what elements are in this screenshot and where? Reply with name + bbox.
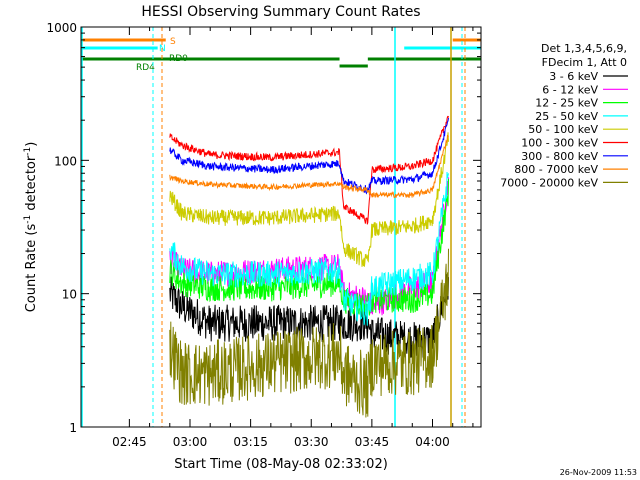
y-tick-label: 100 (54, 154, 77, 168)
flag-label-s: S (170, 37, 176, 47)
chart-title: HESSI Observing Summary Count Rates (141, 4, 420, 20)
x-tick-label: 03:45 (355, 435, 390, 449)
timestamp: 26-Nov-2009 11:53 (560, 468, 637, 477)
series-line-6 (169, 115, 449, 225)
flag-label-rd0: RD0 (169, 54, 188, 64)
y-label-part: detector (24, 155, 39, 215)
y-label-part: Count Rate (s (24, 224, 39, 313)
legend-label: 12 - 25 keV (535, 97, 598, 110)
y-tick-label: 1 (69, 421, 77, 435)
series-layer (169, 115, 449, 418)
legend-label: 50 - 100 keV (528, 123, 598, 136)
series-line-5 (169, 132, 449, 267)
y-tick-label: 10 (62, 288, 77, 302)
flag-label-rd4: RD4 (136, 63, 155, 73)
plot-frame (80, 26, 482, 428)
x-tick-label: 02:45 (112, 435, 147, 449)
y-tick-label: 1000 (46, 21, 77, 35)
flag-bars: SNRD0RD4 (81, 37, 481, 73)
series-line-7 (169, 117, 449, 195)
legend-label: 300 - 800 keV (521, 150, 598, 163)
y-axis-label: Count Rate (s-1 detector-1) (23, 142, 39, 313)
x-tick-label: 03:30 (294, 435, 329, 449)
legend-header-2: FDecim 1, Att 0 (542, 56, 627, 69)
x-axis-label: Start Time (08-May-08 02:33:02) (174, 457, 388, 472)
legend-header-1: Det 1,3,4,5,6,9, (541, 42, 627, 55)
x-tick-label: 03:00 (173, 435, 208, 449)
y-label-sup: -1 (23, 215, 33, 224)
legend-label: 800 - 7000 keV (514, 163, 598, 176)
axis-ticks: 1 10 100 1000 02:45 03:00 03:15 03:30 03:45 04:00 (46, 21, 481, 449)
y-label-part: ) (24, 142, 39, 147)
x-tick-label: 04:00 (415, 435, 450, 449)
series-line-9 (169, 248, 449, 418)
series-line-1 (169, 274, 449, 359)
legend-label: 6 - 12 keV (542, 83, 598, 96)
x-tick-label: 03:15 (233, 435, 268, 449)
series-line-8 (169, 134, 449, 199)
legend-label: 7000 - 20000 keV (500, 176, 598, 189)
legend-label: 25 - 50 keV (535, 110, 598, 123)
series-line-4 (169, 171, 449, 326)
legend-label: 3 - 6 keV (549, 70, 598, 83)
y-label-sup: -1 (23, 147, 33, 156)
legend-label: 100 - 300 keV (521, 137, 598, 150)
